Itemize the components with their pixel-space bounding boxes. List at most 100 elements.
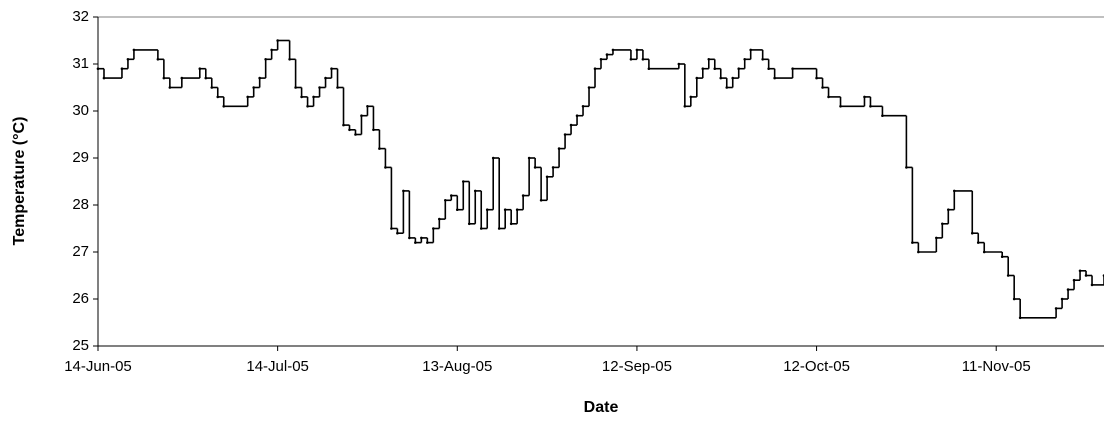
data-point: [970, 231, 974, 235]
y-tick-label: 31: [72, 55, 89, 72]
data-point: [497, 227, 501, 230]
data-point: [1012, 297, 1016, 301]
data-point: [324, 76, 327, 80]
data-point: [360, 114, 363, 117]
data-point: [935, 236, 938, 240]
data-point: [521, 194, 525, 197]
data-point: [306, 105, 309, 108]
y-tick-label: 27: [72, 243, 89, 260]
data-point: [551, 166, 555, 169]
data-point: [120, 67, 124, 70]
data-point: [976, 241, 980, 244]
data-point: [246, 95, 250, 99]
data-point: [1060, 297, 1064, 301]
data-point: [432, 227, 435, 230]
data-point: [318, 86, 321, 89]
data-point: [426, 241, 429, 244]
data-point: [444, 199, 447, 202]
data-point: [689, 95, 693, 99]
data-point: [629, 58, 633, 61]
data-point: [917, 250, 920, 254]
data-point: [587, 86, 591, 89]
data-point: [593, 67, 597, 70]
data-point: [1066, 288, 1070, 291]
data-point: [378, 147, 381, 150]
data-point: [132, 48, 136, 52]
y-tick-label: 28: [72, 196, 89, 213]
data-point: [545, 175, 549, 179]
data-point: [839, 105, 842, 108]
data-point: [396, 231, 399, 235]
data-point: [563, 133, 567, 136]
data-point: [731, 76, 735, 80]
data-point: [725, 86, 729, 89]
data-point: [1072, 278, 1076, 282]
data-point: [300, 95, 303, 99]
data-point: [683, 105, 687, 108]
data-point: [270, 48, 273, 52]
data-point: [1018, 316, 1022, 320]
data-point: [491, 156, 495, 160]
data-point: [761, 58, 764, 61]
data-point: [827, 95, 830, 99]
data-point: [539, 199, 543, 202]
data-point: [947, 208, 950, 211]
data-point: [815, 76, 818, 80]
data-point: [575, 114, 579, 117]
data-point: [503, 208, 507, 211]
data-point: [1006, 274, 1010, 277]
data-point: [641, 58, 645, 61]
data-point: [599, 58, 603, 61]
data-point: [312, 95, 315, 99]
data-point: [467, 222, 471, 226]
data-point: [982, 250, 986, 254]
data-point: [252, 86, 255, 89]
data-point: [294, 86, 297, 89]
data-point: [749, 48, 753, 52]
data-point: [485, 208, 489, 211]
data-point: [1084, 274, 1088, 277]
data-point: [515, 208, 519, 211]
data-point: [821, 86, 824, 89]
data-point: [342, 123, 345, 127]
data-point: [737, 67, 741, 70]
data-point: [905, 166, 908, 169]
data-point: [372, 128, 375, 132]
data-point: [216, 95, 220, 99]
data-point: [402, 189, 405, 193]
x-tick-label: 12-Oct-05: [783, 358, 850, 375]
y-tick-label: 32: [72, 8, 89, 25]
data-point: [461, 180, 465, 183]
x-tick-label: 14-Jun-05: [64, 358, 132, 375]
data-point: [713, 67, 717, 70]
data-point: [707, 58, 711, 61]
data-point: [1000, 255, 1004, 258]
data-point: [198, 67, 202, 70]
data-point: [1054, 307, 1058, 310]
data-point: [1078, 269, 1082, 273]
data-point: [348, 128, 351, 132]
data-point: [952, 189, 956, 193]
data-point: [1090, 283, 1094, 287]
data-point: [941, 222, 944, 226]
data-point: [390, 227, 393, 230]
data-point: [773, 76, 776, 80]
data-point: [635, 48, 639, 52]
data-point: [869, 105, 872, 108]
data-point: [527, 156, 531, 160]
data-point: [557, 147, 561, 150]
y-axis-title: Temperature (°C): [11, 117, 28, 246]
x-tick-label: 14-Jul-05: [246, 358, 309, 375]
x-tick-label: 13-Aug-05: [422, 358, 492, 375]
data-point: [695, 76, 699, 80]
data-point: [569, 123, 573, 127]
data-point: [264, 58, 267, 61]
data-point: [288, 58, 291, 61]
data-point: [911, 241, 914, 244]
data-point: [156, 58, 160, 61]
data-point: [719, 76, 723, 80]
y-tick-label: 30: [72, 102, 89, 119]
y-tick-label: 29: [72, 149, 89, 166]
data-point: [863, 95, 866, 99]
